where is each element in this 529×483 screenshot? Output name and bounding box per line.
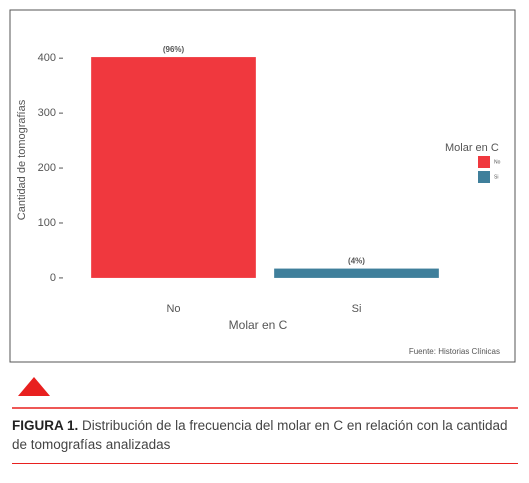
y-tick-label: 300 (38, 107, 56, 119)
caption-label: FIGURA 1. (12, 418, 79, 433)
legend-label: No (494, 159, 501, 165)
bar (91, 57, 256, 278)
y-tick-label: 400 (38, 52, 56, 64)
caption: FIGURA 1. Distribución de la frecuencia … (12, 416, 522, 454)
chart: Cantidad de tomografías Molar en C Molar… (9, 9, 518, 409)
y-tick-label: 0 (50, 272, 56, 284)
value-label: (4%) (348, 257, 365, 266)
source: Fuente: Historias Clínicas (409, 347, 500, 356)
legend-key (478, 156, 490, 168)
x-axis-label: Molar en C (229, 318, 288, 332)
legend-title: Molar en C (445, 142, 499, 154)
panel-border (9, 9, 516, 363)
legend-key (478, 171, 490, 183)
caption-text: Distribución de la frecuencia del molar … (12, 418, 508, 452)
y-tick-label: 200 (38, 162, 56, 174)
x-tick-label: Si (352, 303, 362, 315)
rule (12, 463, 518, 464)
value-label: (96%) (163, 45, 185, 54)
bar (274, 268, 439, 278)
legend-label: Si (494, 174, 498, 180)
y-axis-label: Cantidad de tomografías (16, 99, 28, 220)
x-tick-label: No (166, 303, 180, 315)
y-tick-label: 100 (38, 217, 56, 229)
decor-triangle (18, 377, 50, 396)
